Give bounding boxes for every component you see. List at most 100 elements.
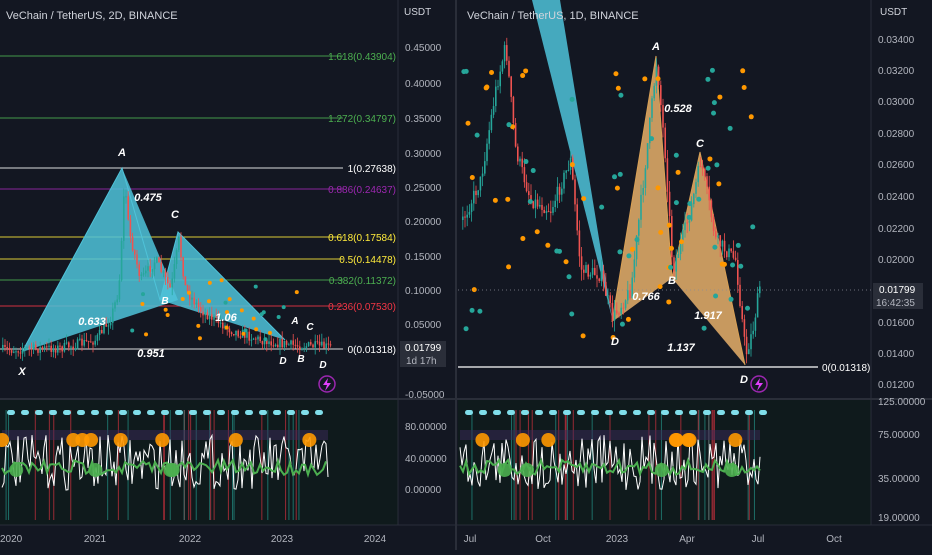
osc-bar <box>558 410 560 520</box>
candle-body <box>462 216 464 220</box>
signal-dot <box>186 290 191 295</box>
osc-bar <box>697 410 699 520</box>
candle-body <box>706 176 708 187</box>
signal-dot <box>276 314 281 319</box>
candle-body <box>541 204 543 210</box>
osc-top-dot <box>273 410 281 415</box>
candle-body <box>197 302 200 308</box>
right-point-d2: D <box>740 374 748 386</box>
osc-green-dot <box>9 463 24 477</box>
candle-body <box>321 341 323 346</box>
candle-body <box>635 235 638 260</box>
osc-orange-dot <box>84 433 99 447</box>
candle-body <box>693 193 695 205</box>
candle-body <box>28 347 30 349</box>
osc-top-dot <box>633 410 641 415</box>
panel-divider <box>455 0 457 550</box>
candle-body <box>32 344 35 350</box>
candle-body <box>81 338 83 346</box>
osc-orange-dot <box>155 433 170 447</box>
candle-body <box>222 322 224 329</box>
candle-body <box>717 235 719 238</box>
right-chart-title[interactable]: VeChain / TetherUS, 1D, BINANCE <box>467 10 639 22</box>
signal-dot <box>711 100 717 106</box>
candle-body <box>316 341 319 343</box>
price-tick: 0.01200 <box>878 380 915 391</box>
candle-body <box>274 344 277 347</box>
lightning-icon[interactable] <box>750 375 768 393</box>
left-ratio-xab: 0.475 <box>134 192 162 204</box>
candle-body <box>530 195 532 202</box>
candle-body <box>750 334 752 350</box>
candle-body <box>561 188 563 195</box>
candle-body <box>580 256 583 270</box>
signal-dot <box>534 229 540 235</box>
signal-dot <box>520 73 526 79</box>
candle-body <box>263 339 266 345</box>
osc-bar <box>564 410 566 520</box>
candle-body <box>479 176 482 191</box>
left-harmonic-outline <box>21 166 286 353</box>
candle-body <box>556 186 559 201</box>
signal-dot <box>673 200 679 206</box>
candle-body <box>200 307 202 312</box>
osc-tick: 35.00000 <box>878 474 920 485</box>
candle-body <box>285 340 288 345</box>
candle-body <box>237 330 239 337</box>
candle-body <box>737 260 739 285</box>
osc-bar <box>292 410 294 520</box>
left-point-d: D <box>279 356 286 367</box>
candle-body <box>272 345 275 347</box>
right-point-c: C <box>696 138 705 150</box>
candle-body <box>35 344 37 349</box>
fib-label: 1.618(0.43904) <box>328 52 396 63</box>
left-chart-title[interactable]: VeChain / TetherUS, 2D, BINANCE <box>6 10 178 22</box>
fib-label: 0.886(0.24637) <box>328 185 396 196</box>
candle-body <box>640 194 642 220</box>
osc-bar <box>188 410 190 520</box>
time-label: 2023 <box>606 534 629 545</box>
left-ratio-abc: 1.06 <box>215 312 237 324</box>
osc-top-dot <box>231 410 239 415</box>
osc-tick: 40.00000 <box>405 454 447 465</box>
lightning-icon[interactable] <box>318 375 336 393</box>
left-countdown: 1d 17h <box>406 356 437 367</box>
osc-bar <box>513 410 515 520</box>
candle-body <box>76 339 79 349</box>
osc-orange-dot <box>515 433 530 447</box>
signal-dot <box>626 253 632 259</box>
candle-body <box>649 117 651 144</box>
osc-bar <box>655 410 657 520</box>
signal-dot <box>649 136 655 142</box>
signal-dot <box>717 94 723 100</box>
fib-label: 0.236(0.07530) <box>328 302 396 313</box>
candle-body <box>329 344 332 346</box>
osc-orange-dot <box>302 433 317 447</box>
osc-tick: 0.00000 <box>405 485 442 496</box>
candle-body <box>534 199 537 209</box>
signal-dot <box>207 280 212 285</box>
candle-body <box>488 130 490 144</box>
signal-dot <box>469 175 475 181</box>
candle-body <box>57 345 59 353</box>
candle-body <box>622 307 625 309</box>
signal-dot <box>629 246 635 252</box>
signal-dot <box>727 125 733 131</box>
candle-body <box>732 251 735 258</box>
candle-body <box>554 200 556 208</box>
candle-body <box>228 328 231 333</box>
signal-dot <box>527 198 533 204</box>
osc-top-dot <box>507 410 515 415</box>
candle-body <box>15 351 17 353</box>
candle-body <box>596 275 598 279</box>
candle-body <box>101 329 103 334</box>
signal-dot <box>477 308 483 314</box>
candle-body <box>481 173 484 177</box>
candle-body <box>506 45 508 61</box>
candle-body <box>651 98 653 118</box>
right-countdown-badge <box>873 296 923 309</box>
candle-body <box>230 332 233 335</box>
signal-dot <box>657 284 663 290</box>
price-tick: 0.02200 <box>878 224 915 235</box>
